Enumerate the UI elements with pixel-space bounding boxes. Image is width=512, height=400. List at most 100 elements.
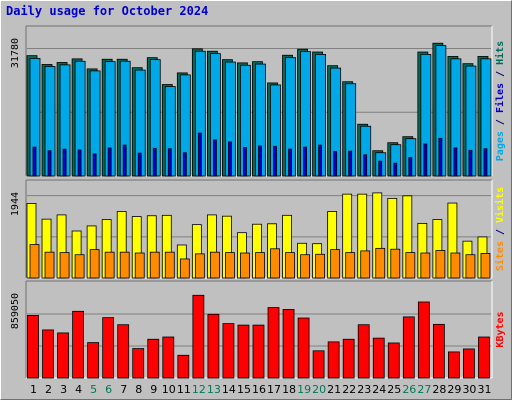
- bar-kbytes-day-17: [267, 307, 280, 379]
- day-label-11: 11: [177, 383, 191, 396]
- axis-label-hits-files-pages: Pages / Files / Hits: [494, 41, 506, 161]
- bar-pages-day-12: [197, 132, 202, 177]
- bar-kbytes-day-10: [162, 336, 175, 379]
- bar-sites-day-23: [360, 250, 371, 279]
- bar-kbytes-day-14: [222, 323, 235, 379]
- bar-kbytes-day-22: [342, 338, 355, 379]
- bar-kbytes-day-15: [237, 324, 250, 379]
- day-label-26: 26: [402, 383, 416, 396]
- bar-pages-day-9: [152, 147, 157, 177]
- bar-sites-day-31: [480, 253, 491, 279]
- bar-kbytes-day-2: [42, 329, 54, 379]
- axis-label-visits-sites: Sites / Visits: [494, 187, 506, 271]
- bar-sites-day-9: [149, 251, 160, 279]
- day-label-17: 17: [267, 383, 281, 396]
- day-label-27: 27: [417, 383, 431, 396]
- bar-kbytes-day-24: [372, 337, 385, 379]
- bar-pages-day-2: [47, 150, 52, 177]
- bar-pages-day-1: [32, 146, 37, 177]
- bar-pages-day-27: [423, 143, 428, 177]
- bar-kbytes-day-11: [177, 354, 190, 379]
- y-max-label-visits-sites: 1944: [10, 192, 21, 216]
- bar-kbytes-day-31: [478, 336, 490, 379]
- bar-kbytes-day-16: [252, 324, 265, 379]
- bar-sites-day-29: [450, 252, 461, 279]
- bar-sites-day-17: [270, 248, 280, 279]
- bar-sites-day-22: [345, 252, 356, 279]
- day-label-4: 4: [75, 383, 82, 396]
- axis-label-part-2: Visits: [494, 187, 506, 223]
- bar-sites-day-16: [255, 252, 265, 279]
- bar-pages-day-31: [483, 148, 488, 177]
- day-label-18: 18: [282, 383, 296, 396]
- panel-hits-files-pages: 31780 Pages / Files / Hits: [10, 25, 506, 177]
- axis-label-part-2: Files: [494, 83, 506, 113]
- bar-kbytes-day-21: [327, 341, 340, 379]
- day-label-7: 7: [120, 383, 127, 396]
- bar-sites-day-14: [225, 252, 235, 279]
- y-max-label-hits-files-pages: 31780: [10, 38, 21, 68]
- bar-kbytes-day-4: [72, 310, 84, 379]
- day-label-22: 22: [342, 383, 356, 396]
- day-label-16: 16: [252, 383, 266, 396]
- bar-sites-day-10: [164, 251, 175, 279]
- axis-label-kbytes: KBytes: [495, 311, 506, 347]
- bar-pages-day-11: [182, 152, 187, 177]
- axis-label-part-3: /: [495, 65, 506, 83]
- bar-pages-day-15: [243, 147, 247, 177]
- bar-pages-day-17: [273, 145, 277, 177]
- bar-sites-day-11: [179, 258, 190, 279]
- bar-pages-day-22: [348, 150, 353, 177]
- day-label-20: 20: [312, 383, 326, 396]
- axis-label-part-1: /: [495, 223, 506, 241]
- bar-pages-day-25: [393, 162, 398, 177]
- y-max-label-kbytes: 859050: [10, 293, 21, 329]
- bar-sites-day-7: [119, 251, 130, 279]
- bar-kbytes-day-13: [207, 313, 220, 379]
- bar-kbytes-day-6: [102, 317, 115, 379]
- day-label-6: 6: [105, 383, 112, 396]
- day-label-13: 13: [207, 383, 221, 396]
- bar-kbytes-day-9: [147, 338, 160, 379]
- day-label-21: 21: [327, 383, 341, 396]
- bar-pages-day-10: [167, 148, 172, 177]
- bar-sites-day-8: [134, 252, 145, 279]
- bar-kbytes-day-7: [117, 324, 130, 379]
- bar-pages-day-18: [288, 148, 292, 177]
- bar-pages-day-6: [107, 147, 112, 177]
- day-label-25: 25: [387, 383, 401, 396]
- bar-sites-day-13: [209, 251, 220, 279]
- day-label-2: 2: [45, 383, 52, 396]
- bar-pages-day-29: [453, 147, 458, 177]
- day-label-24: 24: [372, 383, 386, 396]
- bar-pages-day-19: [303, 146, 307, 177]
- bar-sites-day-5: [89, 249, 100, 279]
- day-label-14: 14: [222, 383, 236, 396]
- bar-sites-day-27: [420, 252, 431, 279]
- panel-visits-sites: 1944 Sites / Visits: [10, 179, 506, 279]
- bar-kbytes-day-27: [417, 301, 430, 379]
- bar-kbytes-day-28: [432, 323, 445, 379]
- chart-title: Daily usage for October 2024: [6, 4, 209, 18]
- day-label-30: 30: [462, 383, 476, 396]
- bar-kbytes-day-18: [282, 309, 295, 379]
- bar-pages-day-30: [468, 149, 473, 177]
- day-label-10: 10: [162, 383, 176, 396]
- bar-pages-day-26: [408, 157, 413, 177]
- bar-pages-day-23: [363, 154, 368, 177]
- bar-pages-day-8: [137, 152, 142, 177]
- panel-kbytes: 859050 KBytes: [10, 280, 506, 379]
- bar-pages-day-21: [333, 151, 338, 177]
- day-label-19: 19: [297, 383, 311, 396]
- bar-sites-day-4: [74, 254, 85, 279]
- bar-kbytes-day-29: [448, 351, 460, 379]
- bar-pages-day-7: [122, 144, 127, 177]
- day-label-5: 5: [90, 383, 97, 396]
- axis-label-part-4: Hits: [494, 41, 506, 65]
- day-label-3: 3: [60, 383, 67, 396]
- bar-pages-day-3: [62, 148, 67, 177]
- day-label-1: 1: [30, 383, 37, 396]
- bar-kbytes-day-23: [357, 324, 370, 379]
- day-label-23: 23: [357, 383, 371, 396]
- bar-sites-day-30: [465, 254, 476, 279]
